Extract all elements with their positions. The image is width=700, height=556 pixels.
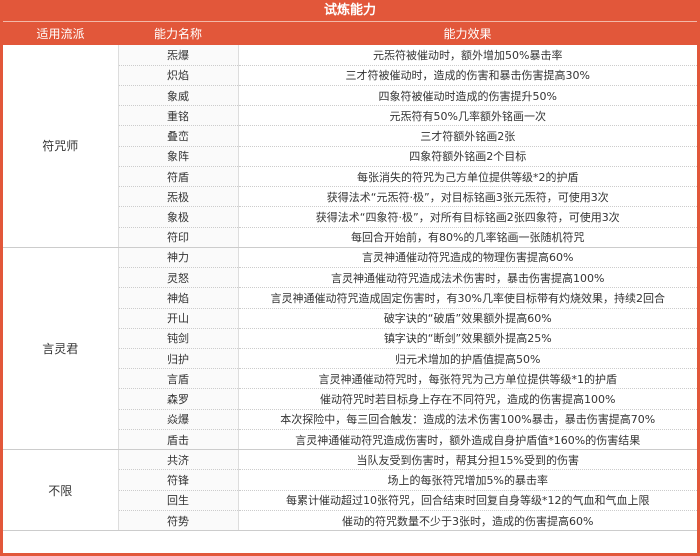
table-row: 神焰 言灵神通催动符咒造成固定伤害时，有30%几率使目标带有灼烧效果，持续2回合: [3, 287, 697, 309]
ability-effect-cell: 每累计催动超过10张符咒，回合结束时回复自身等级*12的气血和气血上限: [238, 490, 697, 511]
ability-name-cell: 盾击: [118, 429, 239, 451]
table-row: 符咒师 炁爆 元炁符被催动时，额外增加50%暴击率: [3, 45, 697, 248]
table-title: 试炼能力: [3, 0, 697, 22]
ability-effect-cell: 本次探险中，每三回合触发：造成的法术伤害100%暴击，暴击伤害提高70%: [238, 409, 697, 430]
table-row: 焱爆 本次探险中，每三回合触发：造成的法术伤害100%暴击，暴击伤害提高70%: [3, 409, 697, 430]
table-row: 符盾 每张消失的符咒为己方单位提供等级*2的护盾: [3, 166, 697, 188]
school-cell: 不限: [3, 449, 119, 532]
table-row: 盾击 言灵神通催动符咒造成伤害时，额外造成自身护盾值*160%的伤害结果: [3, 429, 697, 451]
table-row: 灵怒 言灵神通催动符咒造成法术伤害时，暴击伤害提高100%: [3, 267, 697, 289]
ability-effect-cell: 四象符被催动时造成的伤害提升50%: [238, 85, 697, 107]
header-school: 适用流派: [3, 22, 118, 45]
ability-effect-cell: 四象符额外铭画2个目标: [238, 146, 697, 167]
table-row: 符势 催动的符咒数量不少于3张时，造成的伤害提高60%: [3, 510, 697, 532]
ability-effect-cell: 破字诀的“破盾”效果额外提高60%: [238, 308, 697, 329]
ability-name-cell: 共济: [118, 449, 239, 471]
ability-name-cell: 钝剑: [118, 328, 239, 350]
ability-effect-cell: 催动的符咒数量不少于3张时，造成的伤害提高60%: [238, 510, 697, 532]
ability-effect-cell: 言灵神通催动符咒造成固定伤害时，有30%几率使目标带有灼烧效果，持续2回合: [238, 287, 697, 309]
table-row: 回生 每累计催动超过10张符咒，回合结束时回复自身等级*12的气血和气血上限: [3, 490, 697, 511]
ability-effect-cell: 三才符额外铭画2张: [238, 125, 697, 147]
table-row: 炽焰 三才符被催动时，造成的伤害和暴击伤害提高30%: [3, 65, 697, 86]
ability-effect-cell: 每回合开始前，有80%的几率铭画一张随机符咒: [238, 227, 697, 248]
ability-effect-cell: 镇字诀的“断剑”效果额外提高25%: [238, 328, 697, 350]
ability-effect-cell: 元炁符被催动时，额外增加50%暴击率: [238, 45, 697, 66]
ability-name-cell: 开山: [118, 308, 239, 329]
ability-name-cell: 灵怒: [118, 267, 239, 289]
ability-name-cell: 神力: [118, 247, 239, 269]
ability-name-cell: 森罗: [118, 388, 239, 410]
table-row: 重铭 元炁符有50%几率额外铭画一次: [3, 105, 697, 127]
header-ability-name: 能力名称: [118, 22, 238, 45]
ability-effect-cell: 每张消失的符咒为己方单位提供等级*2的护盾: [238, 166, 697, 188]
ability-effect-cell: 催动符咒时若目标身上存在不同符咒，造成的伤害提高100%: [238, 388, 697, 410]
ability-name-cell: 叠峦: [118, 125, 239, 147]
ability-name-cell: 炁极: [118, 186, 239, 208]
ability-name-cell: 归护: [118, 348, 239, 370]
ability-effect-cell: 获得法术“四象符·极”，对所有目标铭画2张四象符，可使用3次: [238, 206, 697, 228]
table-row: 开山 破字诀的“破盾”效果额外提高60%: [3, 308, 697, 329]
table-row: 炁极 获得法术“元炁符·极”，对目标铭画3张元炁符，可使用3次: [3, 186, 697, 208]
ability-name-cell: 言盾: [118, 368, 239, 390]
ability-name-cell: 象极: [118, 206, 239, 228]
ability-effect-cell: 归元术增加的护盾值提高50%: [238, 348, 697, 370]
ability-name-cell: 象威: [118, 85, 239, 107]
table-row: 符锋 场上的每张符咒增加5%的暴击率: [3, 469, 697, 491]
table-row: 不限 共济 当队友受到伤害时，帮其分担15%受到的伤害: [3, 449, 697, 532]
table-row: 森罗 催动符咒时若目标身上存在不同符咒，造成的伤害提高100%: [3, 388, 697, 410]
ability-effect-cell: 当队友受到伤害时，帮其分担15%受到的伤害: [238, 449, 697, 471]
table-row: 象阵 四象符额外铭画2个目标: [3, 146, 697, 167]
ability-effect-cell: 场上的每张符咒增加5%的暴击率: [238, 469, 697, 491]
ability-name-cell: 符势: [118, 510, 239, 532]
table-row: 言灵君 神力 言灵神通催动符咒造成的物理伤害提高60%: [3, 247, 697, 451]
ability-name-cell: 符印: [118, 227, 239, 248]
table-row: 归护 归元术增加的护盾值提高50%: [3, 348, 697, 370]
ability-name-cell: 炽焰: [118, 65, 239, 86]
ability-name-cell: 符锋: [118, 469, 239, 491]
ability-name-cell: 重铭: [118, 105, 239, 127]
table-row: 言盾 言灵神通催动符咒时，每张符咒为己方单位提供等级*1的护盾: [3, 368, 697, 390]
ability-name-cell: 符盾: [118, 166, 239, 188]
abilities-table: 适用流派 能力名称 能力效果 符咒师 炁爆 元炁符被催动时，额外增加50%暴击率 炽焰…: [3, 22, 697, 532]
ability-effect-cell: 元炁符有50%几率额外铭画一次: [238, 105, 697, 127]
school-cell: 符咒师: [3, 45, 119, 248]
ability-effect-cell: 言灵神通催动符咒造成法术伤害时，暴击伤害提高100%: [238, 267, 697, 289]
table-row: 象威 四象符被催动时造成的伤害提升50%: [3, 85, 697, 107]
ability-effect-cell: 获得法术“元炁符·极”，对目标铭画3张元炁符，可使用3次: [238, 186, 697, 208]
ability-name-cell: 焱爆: [118, 409, 239, 430]
table-row: 符印 每回合开始前，有80%的几率铭画一张随机符咒: [3, 227, 697, 248]
ability-effect-cell: 三才符被催动时，造成的伤害和暴击伤害提高30%: [238, 65, 697, 86]
ability-name-cell: 回生: [118, 490, 239, 511]
table-row: 叠峦 三才符额外铭画2张: [3, 125, 697, 147]
header-ability-effect: 能力效果: [238, 22, 697, 45]
school-cell: 言灵君: [3, 247, 119, 451]
table-row: 象极 获得法术“四象符·极”，对所有目标铭画2张四象符，可使用3次: [3, 206, 697, 228]
ability-name-cell: 神焰: [118, 287, 239, 309]
ability-effect-cell: 言灵神通催动符咒时，每张符咒为己方单位提供等级*1的护盾: [238, 368, 697, 390]
ability-name-cell: 炁爆: [118, 45, 239, 66]
ability-effect-cell: 言灵神通催动符咒造成的物理伤害提高60%: [238, 247, 697, 269]
ability-name-cell: 象阵: [118, 146, 239, 167]
table-row: 钝剑 镇字诀的“断剑”效果额外提高25%: [3, 328, 697, 350]
ability-effect-cell: 言灵神通催动符咒造成伤害时，额外造成自身护盾值*160%的伤害结果: [238, 429, 697, 451]
